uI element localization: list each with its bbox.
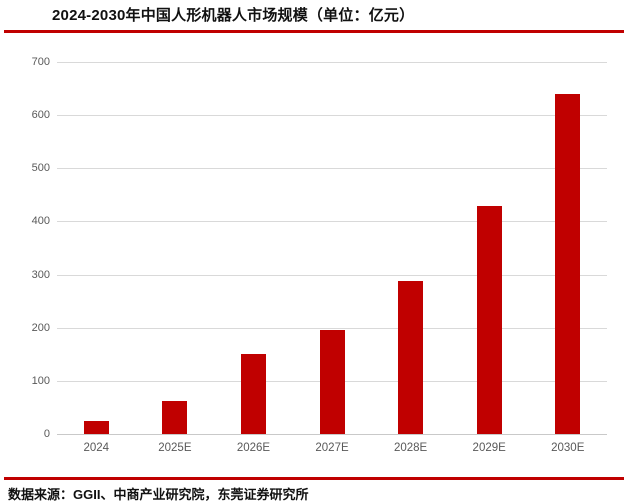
x-tick-label: 2025E <box>158 442 192 454</box>
y-tick-label: 100 <box>31 374 50 387</box>
gridline <box>57 274 607 276</box>
chart-title: 2024-2030年中国人形机器人市场规模（单位：亿元） <box>52 7 415 24</box>
bar-2030E <box>555 93 581 434</box>
y-tick-label: 700 <box>31 56 50 68</box>
y-tick-label: 200 <box>31 321 50 334</box>
footer-divider-line <box>4 477 624 480</box>
x-tick-label: 2028E <box>393 442 428 454</box>
title-divider-line <box>4 30 624 33</box>
bar-2025E <box>162 400 188 434</box>
y-tick-label: 600 <box>31 109 50 122</box>
gridline <box>57 115 607 117</box>
bar-2028E <box>398 280 424 434</box>
y-tick-label: 400 <box>31 215 50 228</box>
x-axis: 2024 2025E 2026E 2027E 2028E 2029E 2030E <box>57 442 607 454</box>
x-tick-label: 2027E <box>315 442 349 454</box>
x-axis-baseline <box>57 434 607 435</box>
bar-2024 <box>83 420 109 434</box>
gridline <box>57 221 607 223</box>
x-tick-label: 2024 <box>83 442 110 454</box>
y-tick-label: 500 <box>31 162 50 175</box>
gridline <box>57 62 607 63</box>
bar-2026E <box>240 354 266 434</box>
y-tick-label: 300 <box>31 268 50 281</box>
x-tick-label: 2026E <box>236 442 271 454</box>
gridline <box>57 168 607 170</box>
x-tick-label: 2029E <box>472 442 506 454</box>
y-axis: 0 100 200 300 400 500 600 700 <box>0 56 50 440</box>
plot-area <box>57 62 607 435</box>
x-tick-label: 2030E <box>551 442 585 454</box>
y-tick-label: 0 <box>43 428 50 440</box>
data-source-note: 数据来源：GGII、中商产业研究院，东莞证券研究所 <box>8 487 309 502</box>
bar-2029E <box>476 205 502 434</box>
bar-2027E <box>319 330 345 434</box>
gridline <box>57 327 607 329</box>
